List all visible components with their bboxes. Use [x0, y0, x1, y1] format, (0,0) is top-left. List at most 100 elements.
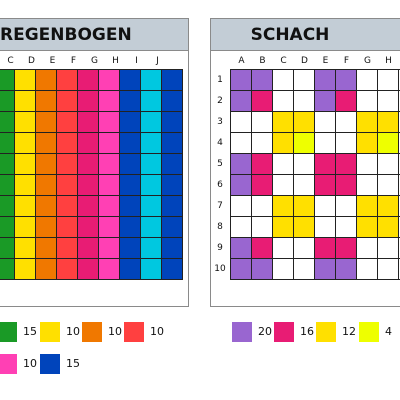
schach-column-label: G	[364, 56, 371, 66]
legend-swatch	[40, 354, 60, 374]
grid-cell	[57, 175, 77, 195]
grid-cell	[378, 91, 398, 111]
grid-cell	[357, 154, 377, 174]
grid-cell	[273, 238, 293, 258]
schach-column-label: A	[238, 56, 245, 66]
grid-cell	[378, 112, 398, 132]
regenbogen-legend-item: 10	[0, 354, 57, 374]
legend-swatch	[316, 322, 336, 342]
grid-cell	[294, 70, 314, 90]
grid-cell	[78, 238, 98, 258]
legend-swatch	[274, 322, 294, 342]
grid-cell	[252, 154, 272, 174]
grid-cell	[231, 112, 251, 132]
grid-cell	[0, 133, 14, 153]
grid-cell	[15, 259, 35, 279]
schach-row-label: 5	[217, 159, 223, 169]
grid-cell	[336, 112, 356, 132]
grid-cell	[273, 196, 293, 216]
regenbogen-column-label: H	[112, 56, 119, 66]
grid-cell	[231, 70, 251, 90]
regenbogen-column-label: J	[156, 56, 159, 66]
schach-row-label: 9	[217, 243, 223, 253]
grid-cell	[357, 217, 377, 237]
grid-cell	[141, 70, 161, 90]
regenbogen-grid	[0, 69, 183, 280]
grid-cell	[0, 70, 14, 90]
grid-cell	[336, 238, 356, 258]
schach-row-label: 10	[214, 264, 226, 274]
grid-cell	[294, 196, 314, 216]
legend-swatch	[0, 322, 17, 342]
grid-cell	[78, 91, 98, 111]
grid-cell	[15, 112, 35, 132]
grid-cell	[357, 91, 377, 111]
grid-cell	[57, 259, 77, 279]
regenbogen-legend-item: 10	[124, 322, 184, 342]
grid-cell	[141, 91, 161, 111]
grid-cell	[141, 112, 161, 132]
grid-cell	[273, 154, 293, 174]
grid-cell	[252, 112, 272, 132]
legend-count: 20	[258, 325, 272, 338]
grid-cell	[36, 217, 56, 237]
schach-legend-item: 12	[316, 322, 376, 342]
grid-cell	[273, 112, 293, 132]
grid-cell	[315, 154, 335, 174]
grid-cell	[378, 259, 398, 279]
regenbogen-column-label: D	[28, 56, 35, 66]
grid-cell	[231, 91, 251, 111]
grid-cell	[252, 259, 272, 279]
grid-cell	[0, 259, 14, 279]
grid-cell	[120, 175, 140, 195]
schach-column-label: E	[322, 56, 329, 66]
grid-cell	[315, 238, 335, 258]
grid-cell	[120, 91, 140, 111]
grid-cell	[36, 196, 56, 216]
grid-cell	[378, 175, 398, 195]
schach-column-label: H	[385, 56, 392, 66]
grid-cell	[36, 175, 56, 195]
legend-swatch	[82, 322, 102, 342]
grid-cell	[162, 196, 182, 216]
grid-cell	[231, 154, 251, 174]
regenbogen-legend-item: 15	[40, 354, 100, 374]
schach-legend-item: 20	[232, 322, 292, 342]
grid-cell	[357, 112, 377, 132]
grid-cell	[336, 175, 356, 195]
grid-cell	[357, 133, 377, 153]
grid-cell	[273, 133, 293, 153]
grid-cell	[252, 217, 272, 237]
grid-cell	[273, 91, 293, 111]
grid-cell	[78, 217, 98, 237]
grid-cell	[273, 259, 293, 279]
grid-cell	[231, 133, 251, 153]
grid-cell	[336, 70, 356, 90]
grid-cell	[336, 154, 356, 174]
grid-cell	[0, 238, 14, 258]
schach-column-label: C	[280, 56, 287, 66]
grid-cell	[15, 133, 35, 153]
grid-cell	[315, 91, 335, 111]
grid-cell	[99, 196, 119, 216]
grid-cell	[15, 196, 35, 216]
grid-cell	[336, 91, 356, 111]
regenbogen-legend-item: 15	[0, 322, 57, 342]
schach-row-label: 7	[217, 201, 223, 211]
schach-title: SCHACH	[211, 19, 400, 51]
grid-cell	[336, 196, 356, 216]
schach-row-label: 2	[217, 96, 223, 106]
grid-cell	[357, 196, 377, 216]
grid-cell	[36, 259, 56, 279]
schach-column-label: B	[259, 56, 266, 66]
grid-cell	[273, 175, 293, 195]
legend-count: 15	[23, 325, 37, 338]
grid-cell	[120, 133, 140, 153]
grid-cell	[78, 70, 98, 90]
regenbogen-column-label: G	[91, 56, 98, 66]
grid-cell	[336, 259, 356, 279]
grid-cell	[231, 259, 251, 279]
grid-cell	[120, 259, 140, 279]
grid-cell	[315, 196, 335, 216]
grid-cell	[162, 91, 182, 111]
